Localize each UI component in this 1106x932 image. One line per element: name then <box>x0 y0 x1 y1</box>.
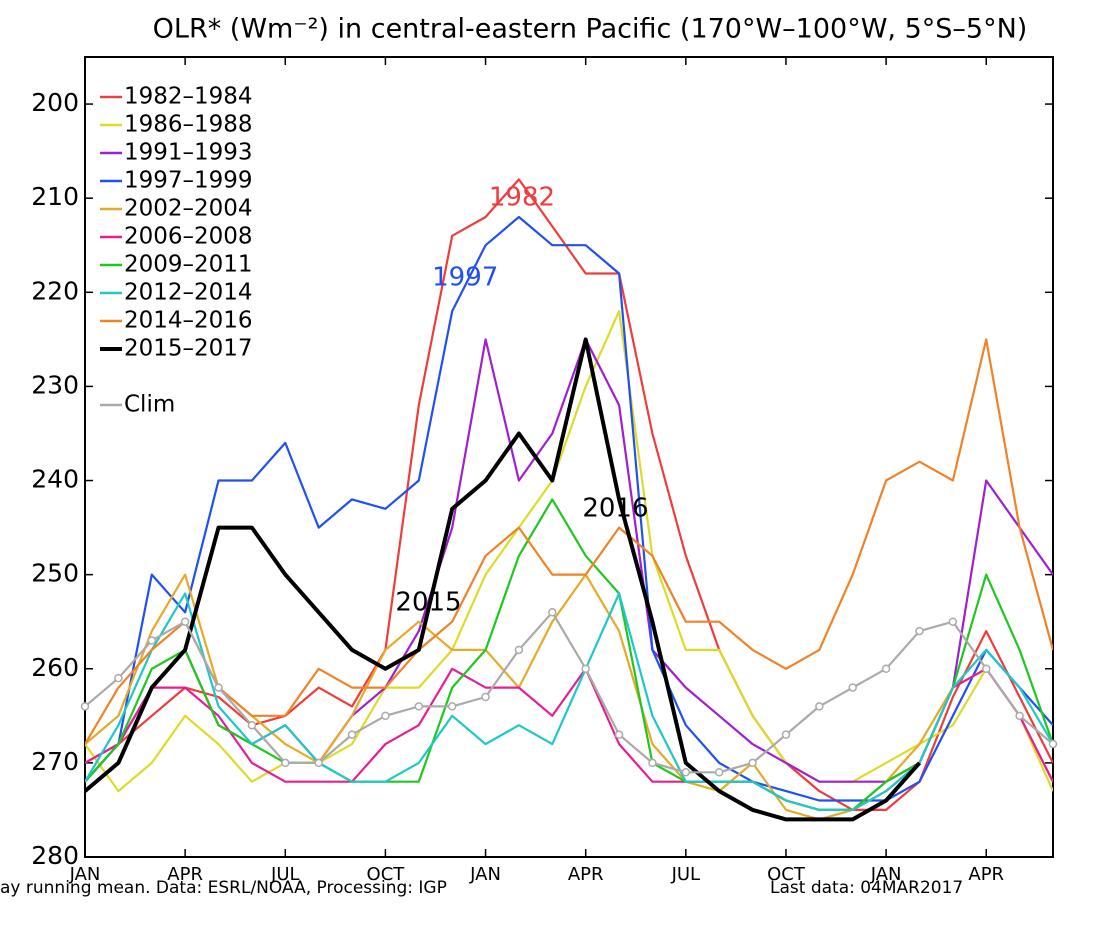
clim-marker <box>381 711 390 721</box>
series-line <box>85 215 1053 802</box>
legend-label: 1986–1988 <box>124 112 253 138</box>
x-tick-label: OCT <box>767 864 806 885</box>
x-tick-label: APR <box>968 864 1004 885</box>
legend-label: 1997–1999 <box>124 168 253 194</box>
series-line <box>85 498 1053 811</box>
clim-marker <box>314 758 323 768</box>
clim-marker <box>481 692 490 702</box>
x-tick-label: OCT <box>367 864 406 885</box>
clim-marker <box>581 664 590 674</box>
legend-label: 2002–2004 <box>124 196 253 222</box>
annotation: 1982 <box>489 183 555 213</box>
y-tick-label: 230 <box>31 370 79 399</box>
x-tick-label: JUL <box>270 864 300 885</box>
series-line <box>85 310 1053 793</box>
clim-marker <box>981 664 991 674</box>
series-line <box>85 611 1053 774</box>
y-tick-label: 210 <box>31 182 79 211</box>
series-line <box>85 337 921 822</box>
clim-marker <box>948 617 958 626</box>
y-tick-label: 240 <box>31 465 79 494</box>
clim-marker <box>147 636 157 645</box>
series-line <box>85 338 1053 745</box>
legend-label: 2015–2017 <box>124 336 253 362</box>
y-tick-label: 200 <box>31 88 79 117</box>
clim-marker <box>447 702 457 711</box>
annotation: 1997 <box>432 263 498 293</box>
annotation: 2015 <box>395 587 461 617</box>
clim-marker <box>648 758 657 768</box>
y-tick-label: 260 <box>31 653 79 682</box>
legend-label: 2006–2008 <box>124 224 253 250</box>
x-tick-label: APR <box>568 864 604 885</box>
x-tick-label: JAN <box>870 864 902 885</box>
y-tick-label: 220 <box>31 276 79 305</box>
legend-label: 1982–1984 <box>124 84 253 110</box>
clim-marker <box>614 730 624 739</box>
clim-marker <box>114 673 123 683</box>
clim-marker <box>281 758 290 768</box>
clim-marker <box>414 702 424 711</box>
clim-marker <box>848 683 857 692</box>
y-tick-label: 250 <box>31 559 79 588</box>
clim-marker <box>247 720 257 730</box>
clim-marker <box>781 730 791 739</box>
x-tick-label: JUL <box>671 864 701 885</box>
series-line <box>85 592 1053 811</box>
clim-marker <box>681 768 691 777</box>
x-tick-label: JAN <box>469 864 501 885</box>
legend-label: Clim <box>124 392 175 418</box>
clim-marker <box>214 683 223 692</box>
clim-marker <box>514 645 524 655</box>
annotation: 2016 <box>582 493 648 523</box>
x-tick-label: JAN <box>69 864 101 885</box>
clim-marker <box>748 758 757 768</box>
clim-marker <box>881 664 891 674</box>
footnote-left: ay running mean. Data: ESRL/NOAA, Proces… <box>0 878 447 898</box>
clim-marker <box>548 608 557 617</box>
clim-marker <box>1015 711 1024 721</box>
legend-label: 2012–2014 <box>124 280 253 306</box>
plot-frame <box>84 56 1054 858</box>
clim-marker <box>347 730 357 739</box>
y-tick-label: 280 <box>31 841 79 870</box>
clim-marker <box>80 702 90 711</box>
legend-label: 2014–2016 <box>124 308 253 334</box>
legend-label: 2009–2011 <box>124 252 253 278</box>
clim-marker <box>915 626 924 636</box>
chart-title: OLR* (Wm⁻²) in central-eastern Pacific (… <box>153 14 1028 45</box>
footnote-right: Last data: 04MAR2017 <box>770 878 963 898</box>
x-tick-label: APR <box>167 864 203 885</box>
clim-marker <box>1048 739 1058 749</box>
y-tick-label: 270 <box>31 747 79 776</box>
legend-label: 1991–1993 <box>124 140 253 166</box>
clim-marker <box>815 702 824 711</box>
clim-marker <box>714 768 724 777</box>
clim-marker <box>180 617 190 626</box>
